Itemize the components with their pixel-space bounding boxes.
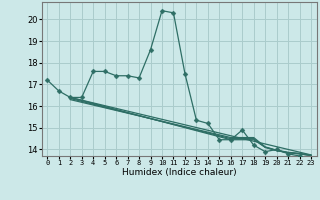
X-axis label: Humidex (Indice chaleur): Humidex (Indice chaleur) — [122, 168, 236, 177]
